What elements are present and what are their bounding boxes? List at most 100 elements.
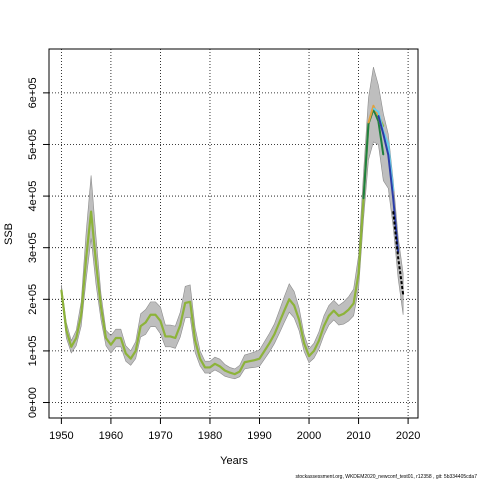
series-1-point <box>249 360 251 362</box>
series-1-point <box>278 321 280 324</box>
series-1-point <box>100 306 102 308</box>
series-line-6 <box>392 211 405 295</box>
series-4-point <box>387 143 389 146</box>
y-axis: 0e+00 1e+05 2e+05 3e+05 4e+05 5e+05 6e+05 <box>27 77 50 418</box>
series-1-point <box>273 333 275 335</box>
series-1-point <box>298 319 300 321</box>
series-2-point <box>362 198 365 200</box>
series-1-point <box>283 310 285 312</box>
series-2-point <box>367 123 370 125</box>
series-1-point <box>318 339 320 342</box>
series-1-point <box>154 314 157 316</box>
series-1-point <box>169 335 171 338</box>
series-1-point <box>244 361 246 363</box>
x-tick-label: 2000 <box>297 430 321 442</box>
series-1-point <box>80 314 82 316</box>
series-1-point <box>204 366 206 369</box>
series-1-point <box>343 313 345 315</box>
series-1-point <box>214 363 216 365</box>
series-1-point <box>333 310 335 312</box>
series-1-point <box>110 344 112 346</box>
series-1-point <box>303 342 305 344</box>
series-1-point <box>308 355 310 357</box>
series-1-point <box>70 346 72 348</box>
series-1-point <box>268 342 271 344</box>
x-axis: 1950 1960 1970 1980 1990 2000 2010 2020 <box>49 417 420 442</box>
series-1-point <box>288 298 290 300</box>
series-4-point <box>372 107 375 109</box>
series-1-point <box>184 302 186 304</box>
series-1-point <box>263 350 266 352</box>
series-1-point <box>353 302 355 305</box>
series-1-point <box>338 315 340 317</box>
x-tick-label: 1960 <box>99 430 123 442</box>
x-tick-label: 1950 <box>49 430 73 442</box>
y-tick-label: 3e+05 <box>27 232 39 263</box>
series-5-point <box>392 198 394 200</box>
series-1-point <box>95 262 97 264</box>
series-1-point <box>253 359 256 361</box>
series-1-point <box>219 365 221 367</box>
confidence-band <box>61 66 404 380</box>
series-1-point <box>120 337 122 339</box>
series-5-point <box>377 114 379 117</box>
series-6-point <box>392 210 394 213</box>
series-1-point <box>357 272 360 275</box>
y-tick-label: 6e+05 <box>27 77 39 108</box>
series-4-point <box>377 111 379 113</box>
series-1-point <box>224 369 226 372</box>
y-tick-label: 1e+05 <box>27 335 39 366</box>
series-line-1 <box>60 107 385 376</box>
series-1-point <box>313 350 315 352</box>
series-6-point <box>402 293 404 295</box>
confidence-band-area <box>61 66 404 380</box>
series-1-point <box>125 352 127 355</box>
caption: stockassessment.org, WKDEM2020_newconf_t… <box>296 474 478 480</box>
series-3-point <box>367 122 370 124</box>
series-1-point <box>194 339 196 342</box>
series-5-point <box>382 133 384 135</box>
series-1-point <box>323 325 325 327</box>
x-axis-title: Years <box>220 455 248 467</box>
series-1-point <box>234 373 236 375</box>
series-6-point <box>397 257 399 259</box>
series-1-point <box>258 358 261 360</box>
series-1-point <box>174 337 176 339</box>
y-tick-label: 5e+05 <box>27 129 39 160</box>
series-1-point <box>164 335 166 338</box>
series-1-point <box>60 289 62 291</box>
series-3-point <box>372 105 375 107</box>
series-1-point <box>90 210 92 213</box>
y-tick-label: 0e+00 <box>27 387 39 418</box>
series-1-point <box>85 257 87 259</box>
series-1-point <box>239 370 241 373</box>
series-1-point <box>209 366 211 369</box>
series-1-point <box>328 315 330 317</box>
series-1-point <box>135 350 137 352</box>
series-1-point <box>144 321 147 324</box>
series-1-point <box>75 337 77 339</box>
series-lines <box>60 104 405 376</box>
x-tick-label: 1990 <box>247 430 271 442</box>
series-1-point <box>179 324 181 326</box>
series-1-point <box>189 301 191 303</box>
series-1-point <box>140 325 142 327</box>
x-tick-label: 2010 <box>346 430 370 442</box>
series-1-point <box>159 320 162 322</box>
x-tick-label: 2020 <box>396 430 420 442</box>
series-1-point <box>199 358 201 360</box>
series-1-point <box>115 337 117 339</box>
y-tick-label: 2e+05 <box>27 284 39 315</box>
series-1-point <box>293 304 295 307</box>
series-1-point <box>229 371 231 374</box>
x-tick-label: 1970 <box>148 430 172 442</box>
series-1-point <box>130 358 132 360</box>
x-tick-label: 1980 <box>198 430 222 442</box>
series-1-point <box>149 314 152 316</box>
series-1-point <box>348 309 350 311</box>
series-1-point <box>105 337 107 339</box>
series-1-point <box>65 329 67 331</box>
y-tick-label: 4e+05 <box>27 181 39 212</box>
series-5-point <box>387 154 389 156</box>
